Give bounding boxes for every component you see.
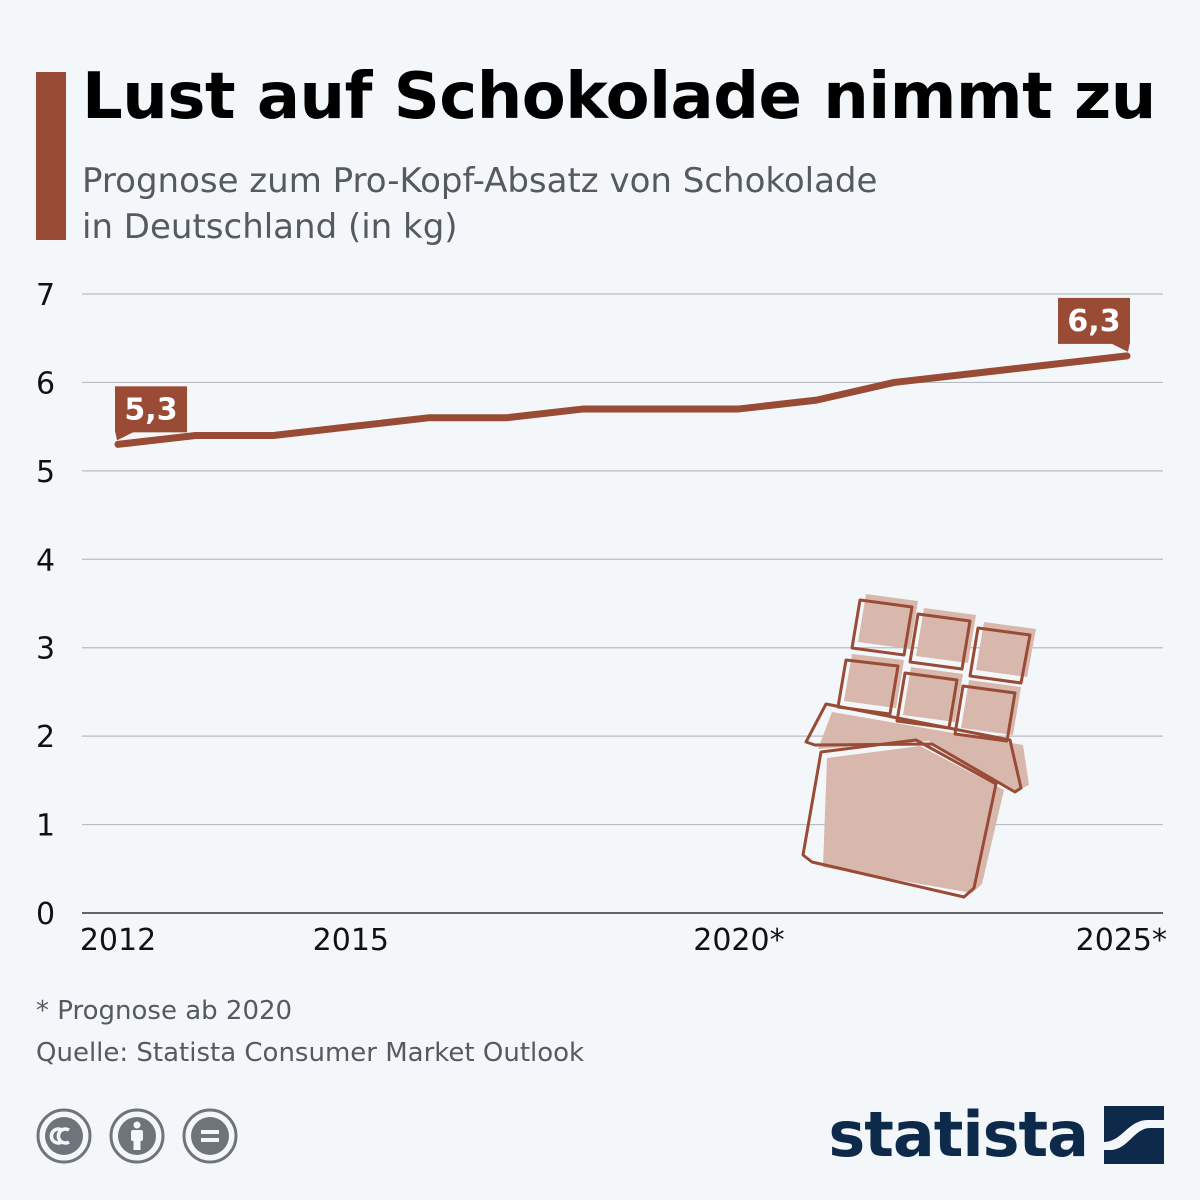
footnote-prognose: * Prognose ab 2020 bbox=[36, 996, 293, 1026]
line-chart: 0 1 2 3 4 5 6 7 2012 2015 2020* 2025* 5,3 6,3 bbox=[36, 278, 1167, 958]
data-label-box bbox=[115, 386, 187, 433]
statista-brand[interactable]: statista bbox=[828, 1098, 1089, 1171]
subtitle-line-1: Prognose zum Pro-Kopf-Absatz von Schokol… bbox=[82, 161, 878, 201]
chart-title: Lust auf Schokolade nimmt zu bbox=[82, 60, 1156, 134]
y-tick-label: 2 bbox=[36, 720, 55, 755]
chart-subtitle: Prognose zum Pro-Kopf-Absatz von Schokol… bbox=[82, 158, 982, 250]
y-tick-label: 5 bbox=[36, 455, 55, 490]
accent-bar bbox=[36, 72, 66, 240]
data-label-box bbox=[1058, 297, 1130, 344]
y-axis-ticks: 0 1 2 3 4 5 6 7 bbox=[36, 278, 55, 932]
x-tick-label: 2015 bbox=[313, 923, 389, 958]
data-label-pointer bbox=[1108, 341, 1130, 352]
y-tick-label: 1 bbox=[36, 809, 55, 844]
attribution-icon[interactable] bbox=[109, 1108, 165, 1164]
statista-logo-icon bbox=[1104, 1106, 1164, 1164]
data-labels: 5,3 6,3 bbox=[115, 297, 1130, 441]
cc-icon[interactable] bbox=[36, 1108, 92, 1164]
data-label-text: 5,3 bbox=[124, 392, 177, 427]
y-tick-label: 3 bbox=[36, 632, 55, 667]
footnote-block: * Prognose ab 2020 Quelle: Statista Cons… bbox=[36, 990, 584, 1074]
license-icons bbox=[36, 1108, 238, 1164]
y-tick-label: 7 bbox=[36, 278, 55, 313]
data-label-pointer bbox=[115, 430, 137, 441]
no-derivatives-icon[interactable] bbox=[182, 1108, 238, 1164]
footnote-source: Quelle: Statista Consumer Market Outlook bbox=[36, 1038, 585, 1068]
line-series bbox=[114, 352, 1131, 448]
y-tick-label: 0 bbox=[36, 897, 55, 932]
y-tick-label: 4 bbox=[36, 543, 55, 578]
y-tick-label: 6 bbox=[36, 366, 55, 401]
subtitle-line-2: in Deutschland (in kg) bbox=[82, 207, 458, 247]
data-label: 6,3 bbox=[1058, 297, 1130, 352]
data-label: 5,3 bbox=[115, 386, 187, 441]
x-tick-label: 2020* bbox=[693, 923, 784, 958]
data-label-text: 6,3 bbox=[1067, 304, 1120, 339]
x-tick-label: 2012 bbox=[80, 923, 156, 958]
grid-lines bbox=[82, 293, 1163, 914]
x-tick-label: 2025* bbox=[1076, 923, 1167, 958]
chocolate-bar-icon bbox=[801, 594, 1036, 899]
x-axis-ticks: 2012 2015 2020* 2025* bbox=[80, 923, 1167, 958]
series-line bbox=[114, 352, 1131, 448]
